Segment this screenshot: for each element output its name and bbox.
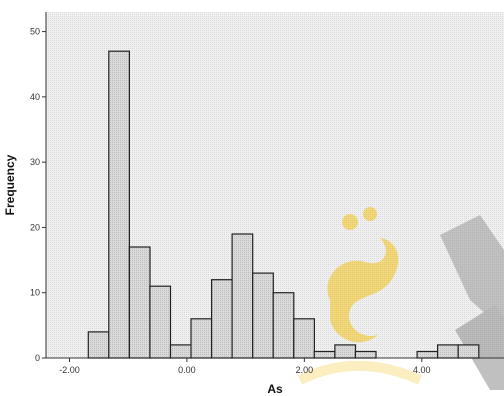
histogram-bar [458,345,479,358]
histogram-bar [355,352,376,359]
histogram-bar [314,352,335,359]
histogram-bar [438,345,459,358]
watermark-dot-2 [363,207,377,221]
x-tick-label: 2.00 [296,365,314,375]
y-ticks-group: 0 10 20 30 40 50 [30,27,46,363]
y-tick-label: 50 [30,27,40,37]
histogram-bar [212,280,233,358]
y-tick-label: 30 [30,157,40,167]
histogram-bar [129,247,150,358]
watermark-swoosh [300,366,420,380]
x-tick-label: -2.00 [59,365,80,375]
histogram-bar [109,51,130,358]
histogram-bar [273,293,294,358]
histogram-bar [232,234,253,358]
histogram-bar [150,286,171,358]
y-axis-title: Frequency [3,154,17,215]
y-tick-label: 10 [30,288,40,298]
watermark-dot [342,214,358,230]
x-axis-title: As [267,382,283,396]
y-tick-label: 20 [30,222,40,232]
histogram-bar [335,345,356,358]
histogram-bar [171,345,192,358]
histogram-bar [191,319,212,358]
histogram-bar [253,273,274,358]
y-tick-label: 40 [30,92,40,102]
histogram-bar [88,332,109,358]
histogram-bar [294,319,315,358]
x-tick-label: 4.00 [413,365,431,375]
x-tick-label: 0.00 [178,365,196,375]
y-tick-label: 0 [35,353,40,363]
histogram-bar [417,352,438,359]
